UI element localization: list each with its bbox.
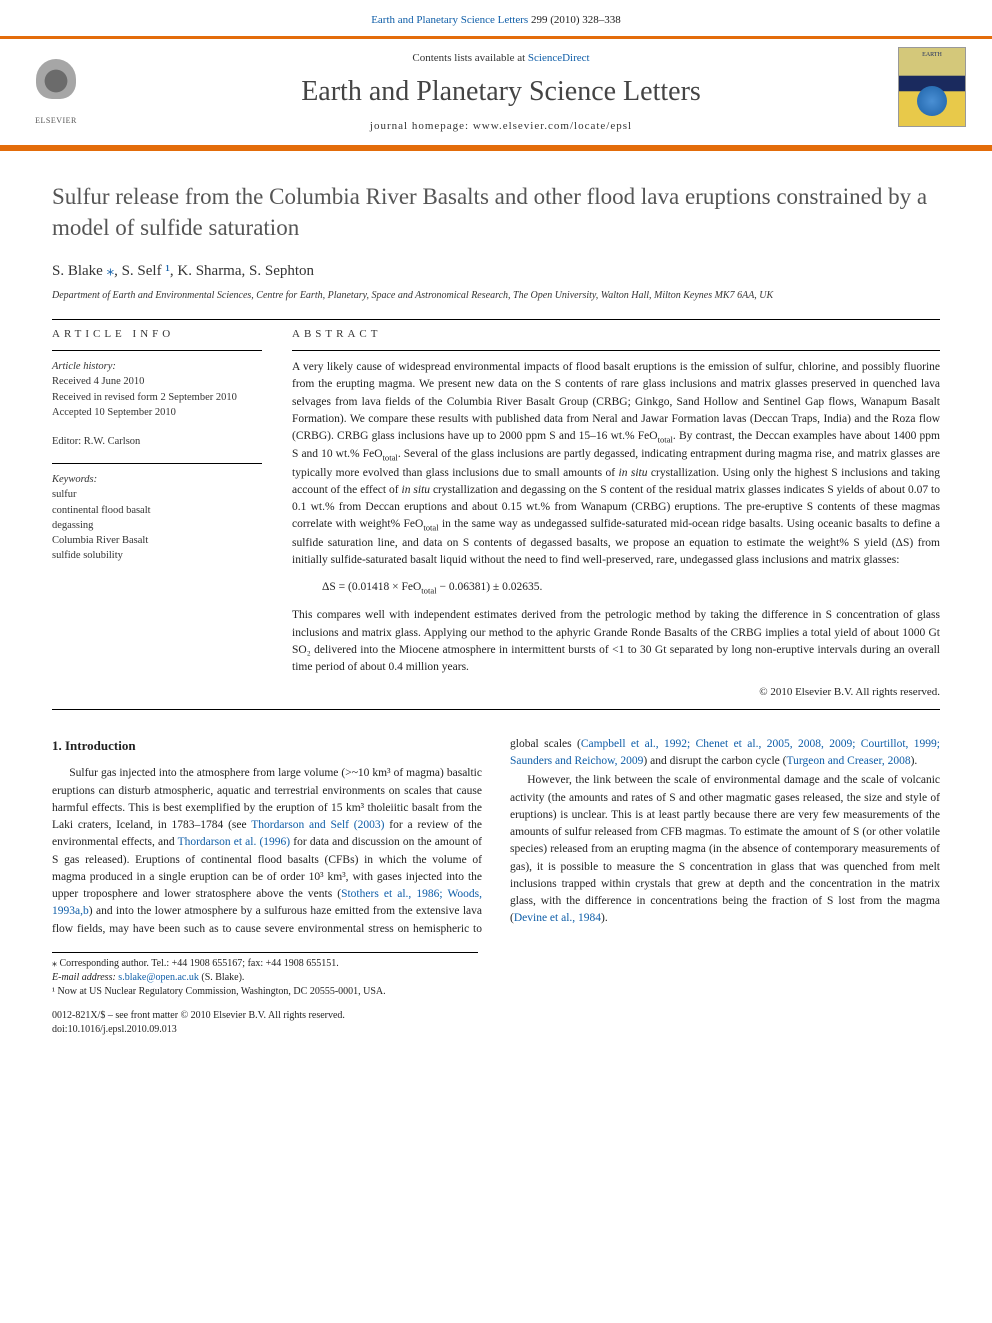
corresponding-author: ⁎ Corresponding author. Tel.: +44 1908 6… — [52, 957, 478, 971]
keywords: Keywords: sulfur continental flood basal… — [52, 472, 262, 563]
doi-line: doi:10.1016/j.epsl.2010.09.013 — [52, 1023, 940, 1037]
authors: S. Blake ⁎, S. Self ¹, K. Sharma, S. Sep… — [52, 261, 940, 280]
cite-thordarson-2003[interactable]: Thordarson and Self (2003) — [251, 819, 384, 831]
abstract-p1: A very likely cause of widespread enviro… — [292, 361, 940, 566]
article-info-head: article info — [52, 328, 262, 340]
article-info-col: article info Article history: Received 4… — [52, 328, 262, 701]
divider-bottom — [52, 709, 940, 710]
cite-turgeon-creaser[interactable]: Turgeon and Creaser, 2008 — [786, 755, 910, 767]
sciencedirect-link[interactable]: ScienceDirect — [528, 52, 590, 64]
abstract-text: A very likely cause of widespread enviro… — [292, 359, 940, 701]
elsevier-logo: ELSEVIER — [20, 52, 92, 132]
abstract-p2: This compares well with independent esti… — [292, 609, 940, 673]
email-line: E-mail address: s.blake@open.ac.uk (S. B… — [52, 971, 478, 985]
journal-homepage: journal homepage: www.elsevier.com/locat… — [110, 120, 892, 132]
affiliation: Department of Earth and Environmental Sc… — [52, 290, 940, 301]
body-columns: 1. Introduction Sulfur gas injected into… — [52, 736, 940, 938]
article-content: Sulfur release from the Columbia River B… — [0, 151, 992, 1057]
journal-cover-logo: EARTH — [892, 47, 972, 137]
header-center: Contents lists available at ScienceDirec… — [110, 52, 892, 132]
info-abstract-row: article info Article history: Received 4… — [52, 328, 940, 701]
intro-section: 1. Introduction Sulfur gas injected into… — [52, 736, 940, 938]
abstract-equation: ΔS = (0.01418 × FeOtotal − 0.06381) ± 0.… — [322, 579, 940, 597]
publication-footer: 0012-821X/$ – see front matter © 2010 El… — [52, 1009, 940, 1037]
intro-para-2: However, the link between the scale of e… — [510, 772, 940, 927]
abstract-col: abstract A very likely cause of widespre… — [292, 328, 940, 701]
journal-header: ELSEVIER Contents lists available at Sci… — [0, 36, 992, 151]
cite-devine-1984[interactable]: Devine et al., 1984 — [514, 912, 601, 924]
top-citation-link[interactable]: Earth and Planetary Science Letters — [371, 14, 528, 26]
divider-info-1 — [52, 350, 262, 351]
article-history: Article history: Received 4 June 2010 Re… — [52, 359, 262, 420]
elsevier-label: ELSEVIER — [35, 116, 77, 125]
article-title: Sulfur release from the Columbia River B… — [52, 181, 940, 243]
footnotes: ⁎ Corresponding author. Tel.: +44 1908 6… — [52, 952, 478, 999]
divider-top — [52, 319, 940, 320]
elsevier-tree-icon — [26, 59, 86, 114]
author-note-link[interactable]: ¹ — [165, 263, 170, 279]
copyright: © 2010 Elsevier B.V. All rights reserved… — [292, 684, 940, 701]
front-matter: 0012-821X/$ – see front matter © 2010 El… — [52, 1009, 940, 1023]
divider-info-2 — [52, 463, 262, 464]
abstract-head: abstract — [292, 328, 940, 340]
divider-abs — [292, 350, 940, 351]
section-1-heading: 1. Introduction — [52, 736, 482, 756]
editor: Editor: R.W. Carlson — [52, 434, 262, 449]
doi-link[interactable]: 10.1016/j.epsl.2010.09.013 — [68, 1024, 177, 1035]
top-citation: Earth and Planetary Science Letters 299 … — [0, 0, 992, 36]
author-note-1: ¹ Now at US Nuclear Regulatory Commissio… — [52, 985, 478, 999]
journal-title: Earth and Planetary Science Letters — [110, 76, 892, 108]
journal-cover-icon: EARTH — [898, 47, 966, 127]
email-link[interactable]: s.blake@open.ac.uk — [118, 972, 199, 983]
contents-line: Contents lists available at ScienceDirec… — [110, 52, 892, 64]
cite-thordarson-1996[interactable]: Thordarson et al. (1996) — [178, 836, 291, 848]
corr-author-link[interactable]: ⁎ — [107, 263, 115, 279]
